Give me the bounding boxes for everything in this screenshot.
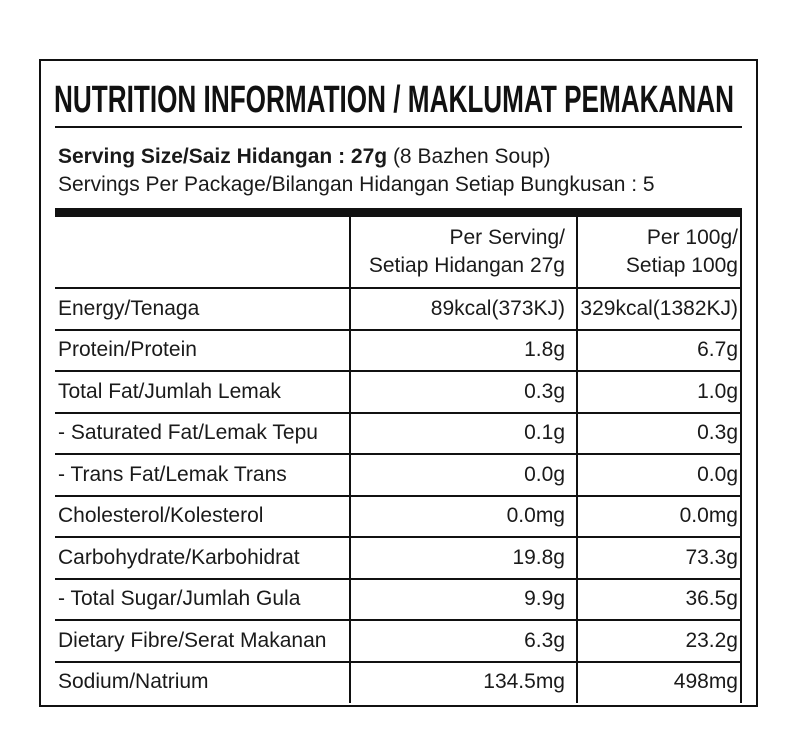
- row-value: 6.7g: [697, 338, 738, 362]
- row-rule: [55, 619, 742, 621]
- row-rule: [55, 287, 742, 289]
- row-value: 1.8g: [524, 338, 565, 362]
- column-header: Per 100g/: [646, 226, 738, 249]
- row-label: Energy/Tenaga: [58, 296, 200, 320]
- row-value: 23.2g: [685, 628, 738, 652]
- label-border: [39, 59, 758, 707]
- row-rule: [55, 494, 742, 497]
- row-value: 0.0g: [697, 462, 738, 486]
- row-rule: [55, 328, 742, 331]
- row-label: - Trans Fat/Lemak Trans: [58, 462, 287, 486]
- row-value: 36.5g: [685, 587, 738, 611]
- row-label: - Total Sugar/Jumlah Gula: [58, 587, 301, 611]
- column-header: Per Serving/: [449, 226, 565, 249]
- column-rule: [740, 217, 742, 703]
- row-value: 73.3g: [685, 545, 738, 569]
- row-value: 329kcal(1382KJ): [580, 296, 738, 320]
- row-rule: [55, 536, 742, 538]
- row-value: 6.3g: [524, 628, 565, 652]
- row-label: Dietary Fibre/Serat Makanan: [58, 628, 327, 652]
- row-value: 19.8g: [512, 545, 565, 569]
- row-label: Sodium/Natrium: [58, 670, 209, 694]
- row-label: - Saturated Fat/Lemak Tepu: [58, 421, 318, 445]
- row-rule: [55, 411, 742, 414]
- row-value: 498mg: [673, 670, 738, 694]
- column-rule: [576, 217, 578, 703]
- row-value: 89kcal(373KJ): [430, 296, 565, 320]
- row-label: Cholesterol/Kolesterol: [58, 504, 264, 528]
- row-value: 134.5mg: [483, 670, 565, 694]
- serving-size: Serving Size/Saiz Hidangan : 27g: [58, 145, 388, 168]
- servings-per-package: Servings Per Package/Bilangan Hidangan S…: [58, 173, 655, 196]
- title-area: NUTRITION INFORMATION / MAKLUMAT PEMAKAN…: [54, 79, 734, 121]
- row-value: 0.0g: [524, 462, 565, 486]
- column-header: Setiap 100g: [625, 254, 738, 277]
- row-label: Total Fat/Jumlah Lemak: [58, 379, 281, 403]
- column-rule: [349, 217, 351, 703]
- row-value: 0.1g: [524, 421, 565, 445]
- title: NUTRITION INFORMATION / MAKLUMAT PEMAKAN…: [54, 79, 734, 121]
- row-value: 0.3g: [524, 379, 565, 403]
- row-value: 0.0mg: [506, 504, 565, 528]
- row-rule: [55, 660, 742, 663]
- row-label: Protein/Protein: [58, 338, 197, 362]
- thick-rule: [55, 208, 742, 217]
- row-value: 0.3g: [697, 421, 738, 445]
- row-rule: [55, 577, 742, 580]
- row-value: 9.9g: [524, 587, 565, 611]
- row-value: 1.0g: [697, 379, 738, 403]
- title-rule: [55, 126, 742, 128]
- row-value: 0.0mg: [679, 504, 738, 528]
- serving-note: (8 Bazhen Soup): [392, 145, 551, 168]
- column-header: Setiap Hidangan 27g: [368, 254, 565, 277]
- row-label: Carbohydrate/Karbohidrat: [58, 545, 300, 569]
- serving-size-line: Serving Size/Saiz Hidangan : 27g (8 Bazh…: [58, 145, 551, 169]
- row-rule: [55, 370, 742, 372]
- row-rule: [55, 453, 742, 455]
